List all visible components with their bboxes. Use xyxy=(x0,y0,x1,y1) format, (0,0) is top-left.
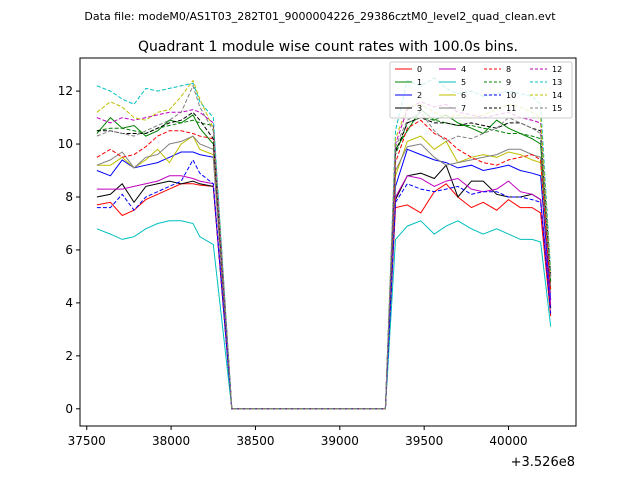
legend-label-8: 8 xyxy=(506,65,511,74)
series-line-11 xyxy=(96,111,552,410)
legend-label-10: 10 xyxy=(506,91,516,100)
legend-label-15: 15 xyxy=(552,104,562,113)
series-line-8 xyxy=(96,119,552,410)
x-tick-label: 38500 xyxy=(236,434,274,448)
series-line-15 xyxy=(96,84,552,410)
y-tick-label: 8 xyxy=(65,190,73,204)
series-line-13 xyxy=(96,77,552,410)
suptitle: Data file: modeM0/AS1T03_282T01_90000042… xyxy=(84,10,556,23)
legend-label-13: 13 xyxy=(552,78,562,87)
series-line-4 xyxy=(96,175,552,410)
axes-frame xyxy=(79,57,577,427)
series-line-10 xyxy=(96,158,552,410)
x-tick-label: 38000 xyxy=(152,434,190,448)
legend-label-7: 7 xyxy=(461,104,466,113)
legend-label-11: 11 xyxy=(506,104,516,113)
series-line-6 xyxy=(96,135,552,410)
y-tick-label: 6 xyxy=(65,243,73,257)
x-tick-label: 39500 xyxy=(405,434,443,448)
legend-label-0: 0 xyxy=(417,65,422,74)
series-line-5 xyxy=(96,220,552,410)
legend-box xyxy=(389,61,573,119)
series-line-9 xyxy=(96,117,552,410)
y-tick-label: 2 xyxy=(65,349,73,363)
series-line-3 xyxy=(96,164,552,410)
legend-label-2: 2 xyxy=(417,91,422,100)
x-axis: 37500 38000 38500 39000 39500 40000 xyxy=(68,426,528,448)
legend-label-6: 6 xyxy=(461,91,466,100)
chart-title: Quadrant 1 module wise count rates with … xyxy=(138,39,518,55)
legend-label-12: 12 xyxy=(552,65,562,74)
series-line-7 xyxy=(96,135,552,410)
series-layer xyxy=(96,77,552,410)
series-line-14 xyxy=(96,79,552,410)
x-tick-label: 37500 xyxy=(68,434,106,448)
series-line-0 xyxy=(96,183,552,410)
x-tick-label: 39000 xyxy=(321,434,359,448)
x-tick-label: 40000 xyxy=(489,434,527,448)
y-tick-label: 4 xyxy=(65,296,73,310)
legend-label-3: 3 xyxy=(417,104,422,113)
legend-label-4: 4 xyxy=(461,65,466,74)
y-tick-label: 0 xyxy=(65,402,73,416)
legend-label-9: 9 xyxy=(506,78,511,87)
y-tick-label: 12 xyxy=(58,84,73,98)
y-axis: 0 2 4 6 8 10 12 xyxy=(58,84,80,416)
y-tick-label: 10 xyxy=(58,137,73,151)
legend-label-1: 1 xyxy=(417,78,422,87)
legend-label-14: 14 xyxy=(552,91,562,100)
x-axis-offset-label: +3.526e8 xyxy=(511,455,575,470)
series-line-2 xyxy=(96,148,552,410)
legend-label-5: 5 xyxy=(461,78,466,87)
